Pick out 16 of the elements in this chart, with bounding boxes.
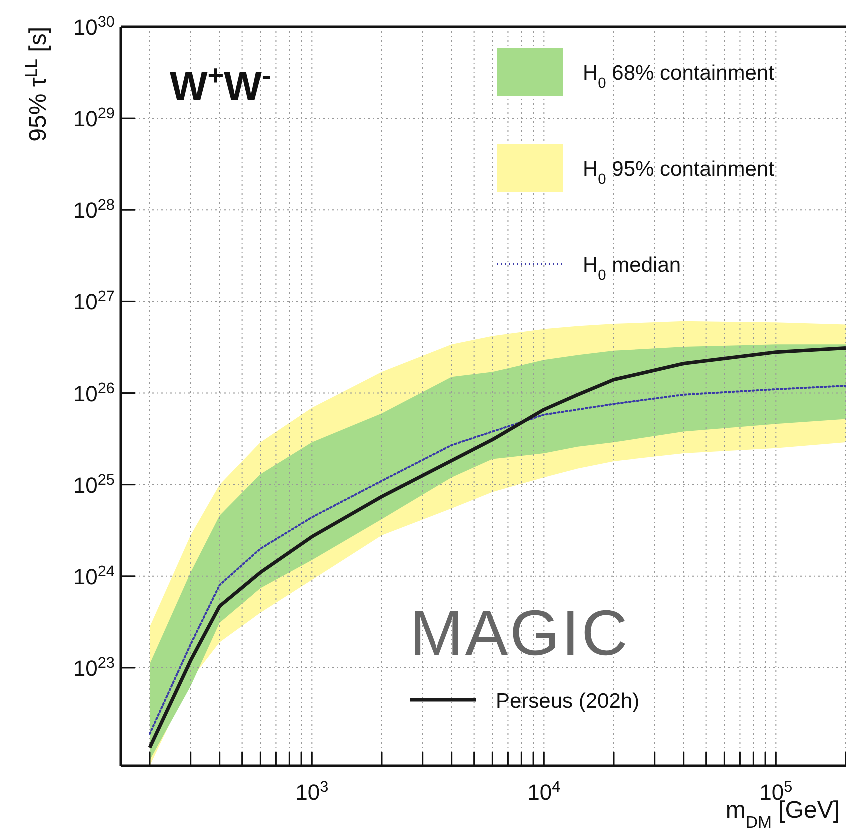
annotation: MAGIC: [410, 597, 630, 669]
y-tick-label: 10$^{25}$: [73, 471, 115, 498]
y-tick-label: 10$^{26}$: [73, 380, 115, 406]
legend-label: Perseus (202h): [496, 690, 640, 713]
annotation: W$^{+}$W$^{-}$: [170, 60, 272, 109]
y-tick-label: 10$^{23}$: [73, 654, 115, 681]
y-tick-label: 10$^{29}$: [73, 105, 115, 132]
y-tick-label: 10$^{24}$: [73, 562, 116, 590]
legend-label: H$_{0}$ 95% containment: [583, 158, 775, 188]
y-tick-label: 10$^{28}$: [73, 196, 115, 224]
legend-label: H$_{0}$ 68% containment: [583, 62, 775, 92]
y-tick-label: 10$^{30}$: [73, 14, 115, 40]
y-tick-label: 10$^{27}$: [73, 288, 115, 315]
x-tick-label: 10$^{3}$: [296, 778, 329, 805]
legend-label: H$_{0}$ median: [583, 254, 682, 284]
x-tick-label: 10$^{4}$: [528, 778, 562, 805]
